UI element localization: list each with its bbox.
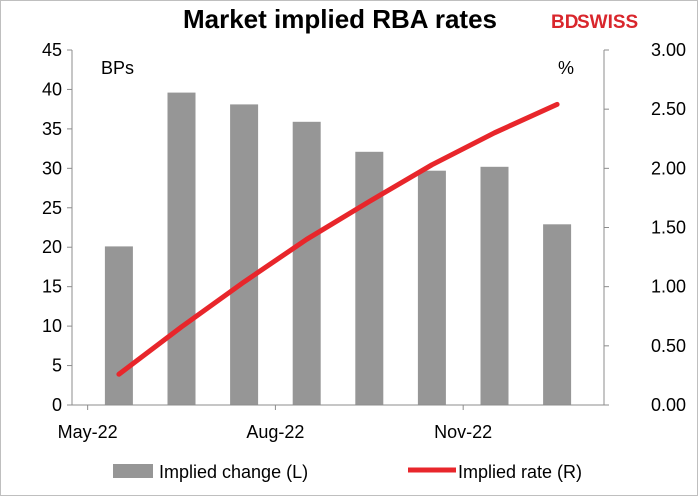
bar [292,121,321,406]
legend-label-line: Implied rate (R) [458,462,582,482]
right-tick-label: 0.50 [651,336,686,356]
right-tick-label: 3.00 [651,40,686,60]
left-tick-label: 0 [52,395,62,415]
right-tick-label: 0.00 [651,395,686,415]
right-tick-label: 1.00 [651,277,686,297]
x-tick-label: Nov-22 [434,422,492,442]
legend-swatch-bar [113,464,153,478]
left-axis-ticks: 0 5 10 15 20 25 30 35 40 45 [42,40,72,415]
brand-logo: BD SWISS [551,12,638,33]
right-tick-label: 2.50 [651,99,686,119]
bar [480,166,509,405]
left-tick-label: 5 [52,356,62,376]
legend-label-bar: Implied change (L) [159,462,308,482]
x-tick-label: Aug-22 [246,422,304,442]
right-axis-unit: % [558,58,574,78]
bar [355,151,384,405]
bar [543,224,572,405]
bar-series [104,92,572,406]
implied-rate-line [116,101,560,377]
chart-title: Market implied RBA rates [183,4,497,34]
left-tick-label: 40 [42,79,62,99]
bar [230,104,259,406]
left-tick-label: 25 [42,198,62,218]
right-tick-label: 2.00 [651,158,686,178]
right-axis-ticks: 0.00 0.50 1.00 1.50 2.00 2.50 3.00 [604,40,686,415]
bar [167,92,196,405]
left-tick-label: 15 [42,277,62,297]
left-tick-label: 20 [42,237,62,257]
brand-logo-suffix: SWISS [577,12,638,33]
line-series [116,101,560,377]
left-axis-unit: BPs [101,58,134,78]
legend: Implied change (L) Implied rate (R) [113,462,582,482]
bar [104,246,133,405]
right-tick-label: 1.50 [651,218,686,238]
left-tick-label: 30 [42,158,62,178]
x-tick-label: May-22 [58,422,118,442]
left-tick-label: 45 [42,40,62,60]
bar [417,170,446,405]
left-tick-label: 10 [42,316,62,336]
x-axis-ticks: May-22 Aug-22 Nov-22 [58,405,492,442]
brand-logo-prefix: BD [551,12,578,33]
left-tick-label: 35 [42,119,62,139]
